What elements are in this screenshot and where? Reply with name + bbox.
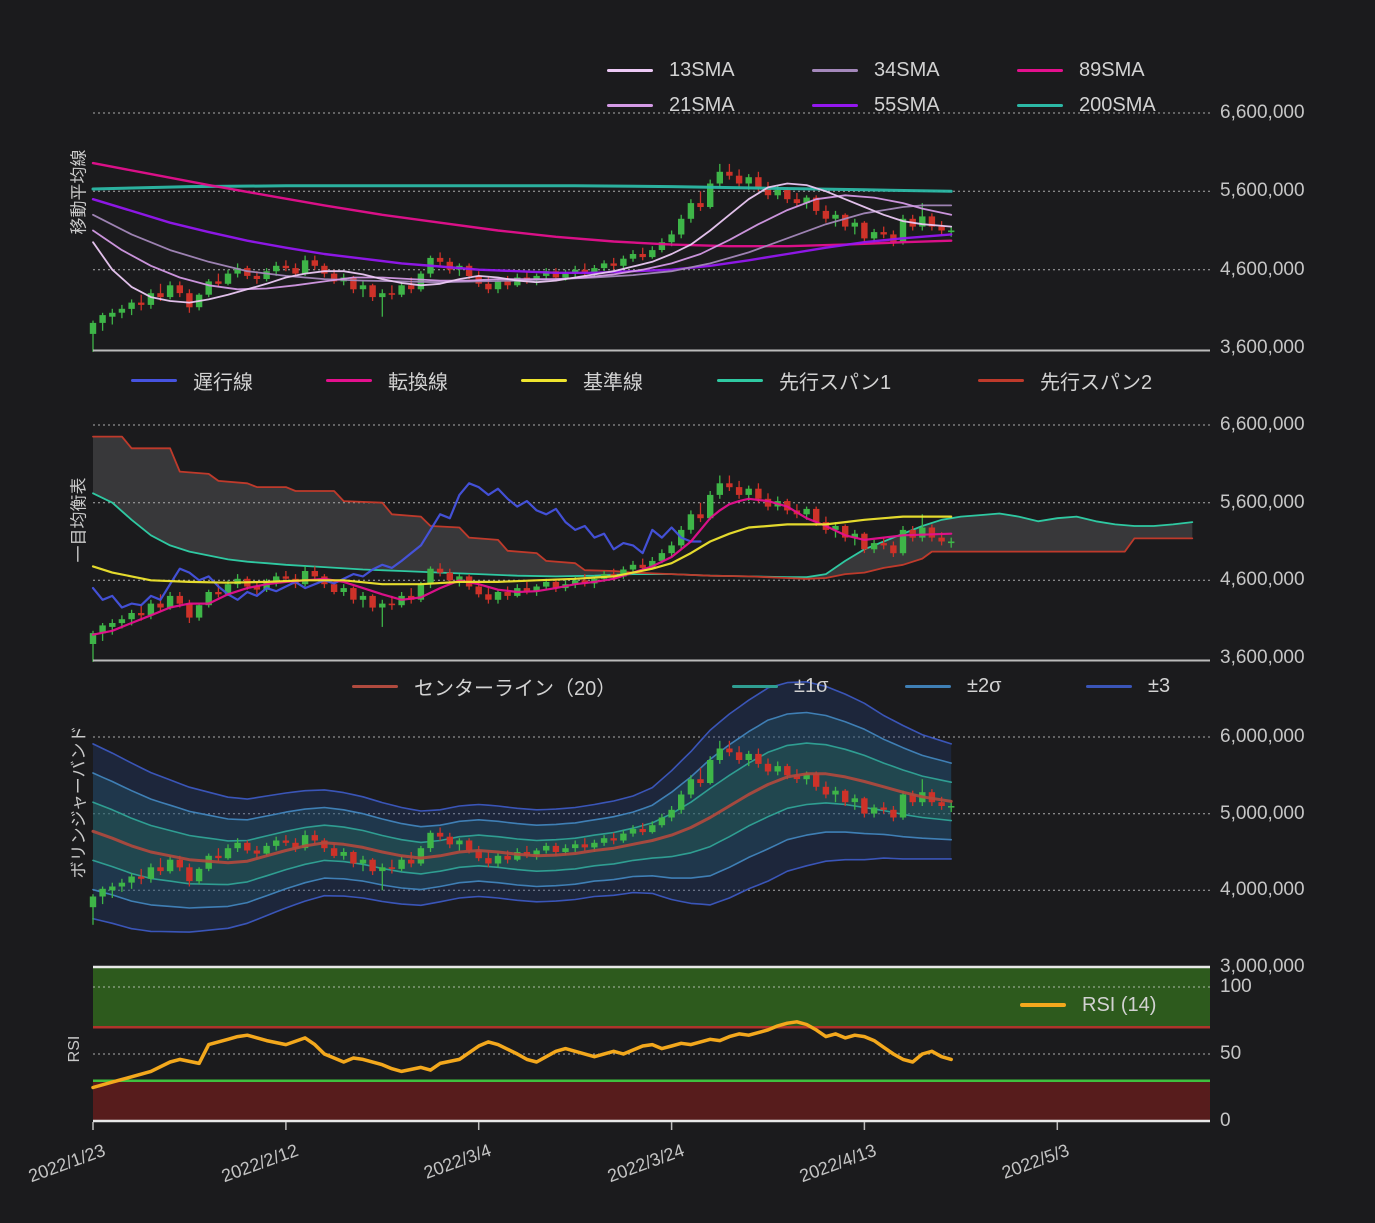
- legend-line-swatch: [1017, 103, 1063, 107]
- legend-item-RSI (14): RSI (14): [1020, 992, 1156, 1018]
- legend-label: 先行スパン2: [1040, 371, 1153, 394]
- y-axis-tick-label: 3,600,000: [1220, 647, 1305, 668]
- legend-item-遅行線: 遅行線: [131, 367, 253, 394]
- legend-line-swatch: [131, 378, 177, 382]
- legend-line-swatch: [978, 378, 1024, 382]
- legend-item-基準線: 基準線: [521, 367, 643, 394]
- ichimoku-panel: [89, 424, 1210, 662]
- y-axis-tick-label: 0: [1220, 1110, 1231, 1131]
- legend-item-±3: ±3: [1086, 673, 1170, 699]
- y-axis-tick-label: 4,000,000: [1220, 879, 1305, 900]
- legend-line-swatch: [1020, 1003, 1066, 1007]
- y-axis-tick-label: 5,600,000: [1220, 492, 1305, 513]
- legend-line-swatch: [812, 103, 858, 107]
- legend-line-swatch: [717, 378, 763, 382]
- y-axis-tick-label: 3,000,000: [1220, 956, 1305, 977]
- legend-label: 21SMA: [669, 93, 735, 116]
- legend-line-swatch: [607, 68, 653, 72]
- legend-line-swatch: [905, 684, 951, 688]
- legend-label: 200SMA: [1079, 93, 1156, 116]
- legend-label: RSI (14): [1082, 993, 1157, 1016]
- y-axis-tick-label: 100: [1220, 976, 1252, 997]
- legend-item-13SMA: 13SMA: [607, 57, 735, 83]
- legend-label: 先行スパン1: [779, 371, 892, 394]
- y-axis-tick-label: 4,600,000: [1220, 259, 1305, 280]
- panel4-axis-title: RSI: [66, 1035, 83, 1063]
- legend-item-先行スパン2: 先行スパン2: [978, 367, 1153, 394]
- legend-label: 転換線: [388, 371, 448, 394]
- rsi-panel: [91, 965, 1210, 1130]
- y-axis-tick-label: 6,000,000: [1220, 726, 1305, 747]
- y-axis-tick-label: 6,600,000: [1220, 414, 1305, 435]
- legend-line-swatch: [326, 378, 372, 382]
- legend-item-89SMA: 89SMA: [1017, 57, 1145, 83]
- legend-item-±1σ: ±1σ: [732, 673, 828, 699]
- legend-label: 89SMA: [1079, 58, 1145, 81]
- y-axis-tick-label: 3,600,000: [1220, 337, 1305, 358]
- sma-panel: [89, 112, 1210, 352]
- legend-label: ±3: [1148, 674, 1171, 697]
- legend-label: センターライン（20）: [414, 677, 617, 700]
- y-axis-tick-label: 50: [1220, 1043, 1242, 1064]
- y-axis-tick-label: 6,600,000: [1220, 102, 1305, 123]
- overbought-band: [93, 967, 1210, 1028]
- legend-item-200SMA: 200SMA: [1017, 92, 1156, 118]
- bollinger-panel: [89, 680, 1210, 933]
- panel3-axis-title: ボリンジャーバンド: [69, 725, 89, 879]
- legend-label: ±2σ: [967, 674, 1002, 697]
- legend-line-swatch: [607, 103, 653, 107]
- panel2-axis-title: 一目均衡表: [69, 477, 89, 563]
- panel1-axis-title: 移動平均線: [69, 149, 89, 235]
- legend-item-±2σ: ±2σ: [905, 673, 1001, 699]
- legend-label: 55SMA: [874, 93, 940, 116]
- y-axis-tick-label: 4,600,000: [1220, 569, 1305, 590]
- legend-line-swatch: [732, 684, 778, 688]
- legend-line-swatch: [521, 378, 567, 382]
- legend-line-swatch: [1086, 684, 1132, 688]
- oversold-band: [93, 1080, 1210, 1121]
- legend-item-センターライン（20）: センターライン（20）: [352, 673, 617, 700]
- legend-line-swatch: [352, 684, 398, 688]
- legend-label: 遅行線: [193, 371, 253, 394]
- legend-line-swatch: [1017, 68, 1063, 72]
- legend-item-先行スパン1: 先行スパン1: [717, 367, 892, 394]
- legend-item-55SMA: 55SMA: [812, 92, 940, 118]
- legend-item-転換線: 転換線: [326, 367, 448, 394]
- legend-item-21SMA: 21SMA: [607, 92, 735, 118]
- legend-line-swatch: [812, 68, 858, 72]
- legend-label: 34SMA: [874, 58, 940, 81]
- y-axis-tick-label: 5,000,000: [1220, 803, 1305, 824]
- legend-label: ±1σ: [794, 674, 829, 697]
- candles-panel1: [89, 163, 955, 352]
- y-axis-tick-label: 5,600,000: [1220, 180, 1305, 201]
- legend-label: 基準線: [583, 371, 643, 394]
- legend-label: 13SMA: [669, 58, 735, 81]
- kumo-cloud: [93, 436, 1193, 579]
- legend-item-34SMA: 34SMA: [812, 57, 940, 83]
